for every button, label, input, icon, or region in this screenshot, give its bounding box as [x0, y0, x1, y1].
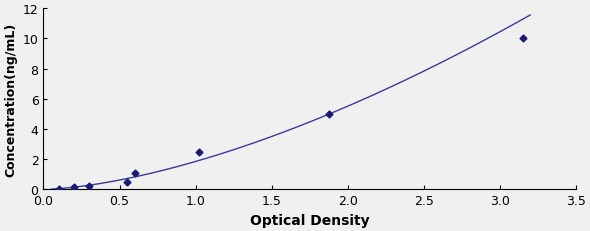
X-axis label: Optical Density: Optical Density [250, 213, 369, 227]
Y-axis label: Concentration(ng/mL): Concentration(ng/mL) [4, 23, 17, 176]
